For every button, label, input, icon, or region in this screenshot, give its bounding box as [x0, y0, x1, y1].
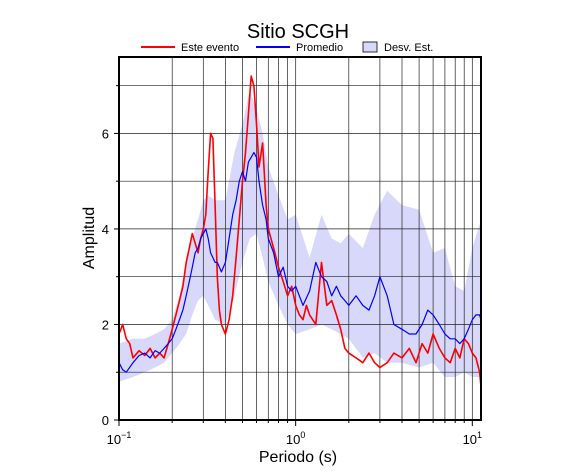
- x-tick-label: 10−1: [107, 430, 132, 447]
- grid: [119, 57, 481, 420]
- y-tick-label: 0: [102, 413, 109, 428]
- x-tick-label: 101: [463, 430, 482, 447]
- legend: Este evento Promedio Desv. Est.: [141, 41, 433, 54]
- y-tick-label: 6: [102, 126, 109, 141]
- legend-swatch-desv-est: [362, 41, 378, 53]
- std-dev-band-layer: [119, 90, 481, 382]
- legend-label-promedio: Promedio: [296, 42, 343, 54]
- x-axis-label: Periodo (s): [259, 449, 337, 466]
- plot-frame: [118, 56, 482, 421]
- y-tick-label: 2: [102, 317, 109, 332]
- series-line-promedio: [118, 151, 482, 373]
- series-layer: [118, 75, 482, 387]
- y-tick-label: 4: [102, 222, 109, 237]
- series-line-este-evento: [118, 75, 482, 387]
- legend-label-este-evento: Este evento: [181, 42, 239, 54]
- chart-title: Sitio SCGH: [247, 21, 349, 43]
- legend-label-desv-est: Desv. Est.: [384, 42, 433, 54]
- std-dev-band: [119, 90, 481, 382]
- y-axis-label: Amplitud: [81, 207, 98, 269]
- ticks: 0 2 4 6 10−1 100 101: [102, 85, 482, 447]
- x-tick-label: 100: [286, 430, 305, 447]
